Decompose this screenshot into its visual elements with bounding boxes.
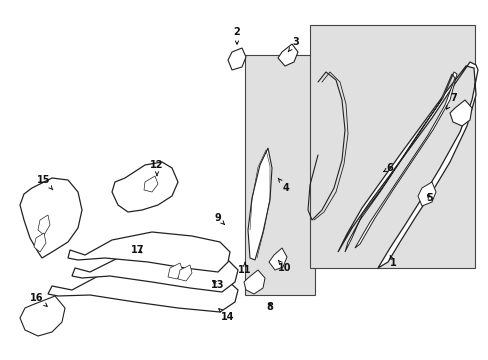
Polygon shape: [244, 270, 264, 294]
Text: 8: 8: [266, 302, 273, 312]
Polygon shape: [337, 62, 477, 268]
Polygon shape: [20, 296, 65, 336]
Text: 4: 4: [278, 178, 289, 193]
Text: 5: 5: [426, 193, 432, 203]
Polygon shape: [227, 48, 245, 70]
Polygon shape: [68, 232, 229, 272]
Polygon shape: [309, 25, 474, 268]
Text: 9: 9: [214, 213, 224, 224]
Text: 2: 2: [233, 27, 240, 44]
Text: 7: 7: [446, 93, 456, 109]
Text: 17: 17: [131, 245, 144, 255]
Polygon shape: [72, 250, 238, 292]
Text: 13: 13: [211, 280, 224, 290]
Text: 12: 12: [150, 160, 163, 176]
Polygon shape: [38, 215, 50, 235]
Polygon shape: [112, 162, 178, 212]
Text: 15: 15: [37, 175, 53, 190]
Polygon shape: [417, 182, 435, 206]
Polygon shape: [278, 44, 297, 66]
Text: 11: 11: [238, 262, 251, 275]
Polygon shape: [48, 266, 238, 312]
Polygon shape: [449, 100, 471, 126]
Text: 1: 1: [389, 255, 396, 268]
Polygon shape: [143, 176, 158, 192]
Polygon shape: [244, 55, 314, 295]
Text: 6: 6: [383, 163, 392, 173]
Polygon shape: [34, 233, 46, 252]
Text: 14: 14: [218, 309, 234, 322]
Polygon shape: [20, 178, 82, 258]
Polygon shape: [345, 72, 456, 252]
Text: 10: 10: [278, 260, 291, 273]
Polygon shape: [247, 148, 271, 260]
Polygon shape: [178, 265, 192, 281]
Polygon shape: [268, 248, 286, 270]
Text: 16: 16: [30, 293, 47, 306]
Text: 3: 3: [287, 37, 299, 52]
Polygon shape: [168, 263, 183, 279]
